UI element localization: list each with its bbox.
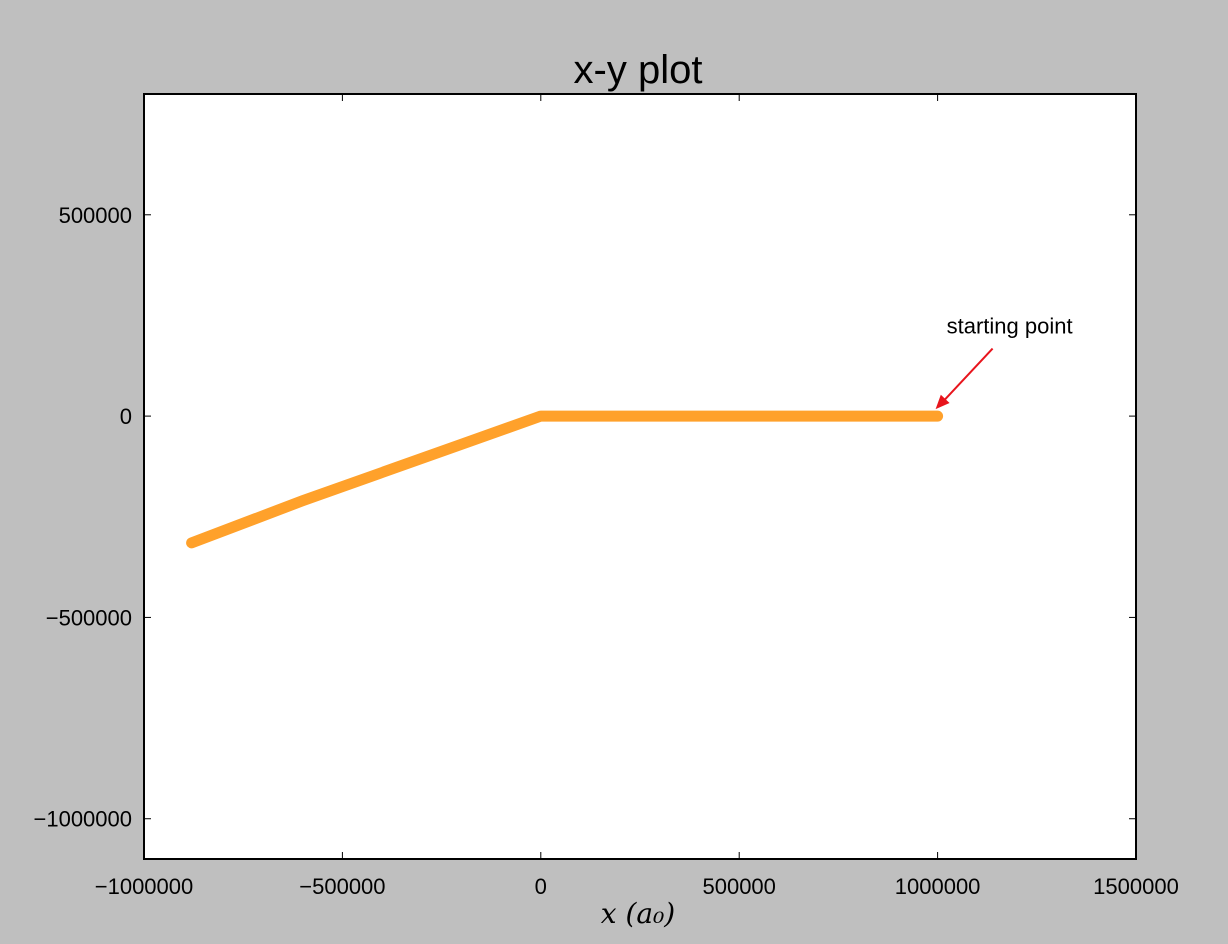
x-axis-tick-labels: −1000000 −500000 0 500000 1000000 1500000 (95, 874, 1179, 899)
x-tick-label: 0 (535, 874, 547, 899)
y-tick-label: 0 (120, 404, 132, 429)
plot-area (143, 93, 1137, 860)
annotation-layer: starting point (935, 314, 1073, 410)
y-tick-label: −1000000 (34, 807, 133, 832)
series-layer (186, 410, 944, 549)
x-axis-label: x (a₀) (601, 897, 675, 930)
annotation-arrow-head (935, 394, 950, 410)
y-tick-label: 500000 (59, 203, 132, 228)
x-tick-label: −1000000 (95, 874, 194, 899)
x-tick-label: −500000 (299, 874, 385, 899)
y-axis-ticks (144, 214, 1136, 820)
y-tick-label: −500000 (46, 605, 132, 630)
annotation: starting point (935, 314, 1073, 410)
x-tick-label: 1000000 (895, 874, 981, 899)
chart-title: x-y plot (574, 48, 703, 92)
x-axis-ticks (143, 94, 1137, 859)
annotation-arrow-shaft (940, 347, 994, 404)
x-tick-label: 500000 (702, 874, 775, 899)
y-axis-tick-labels: −1000000 −500000 0 500000 (34, 203, 133, 832)
annotation-text: starting point (947, 314, 1073, 339)
series-line-trajectory (186, 410, 944, 549)
x-tick-label: 1500000 (1093, 874, 1179, 899)
